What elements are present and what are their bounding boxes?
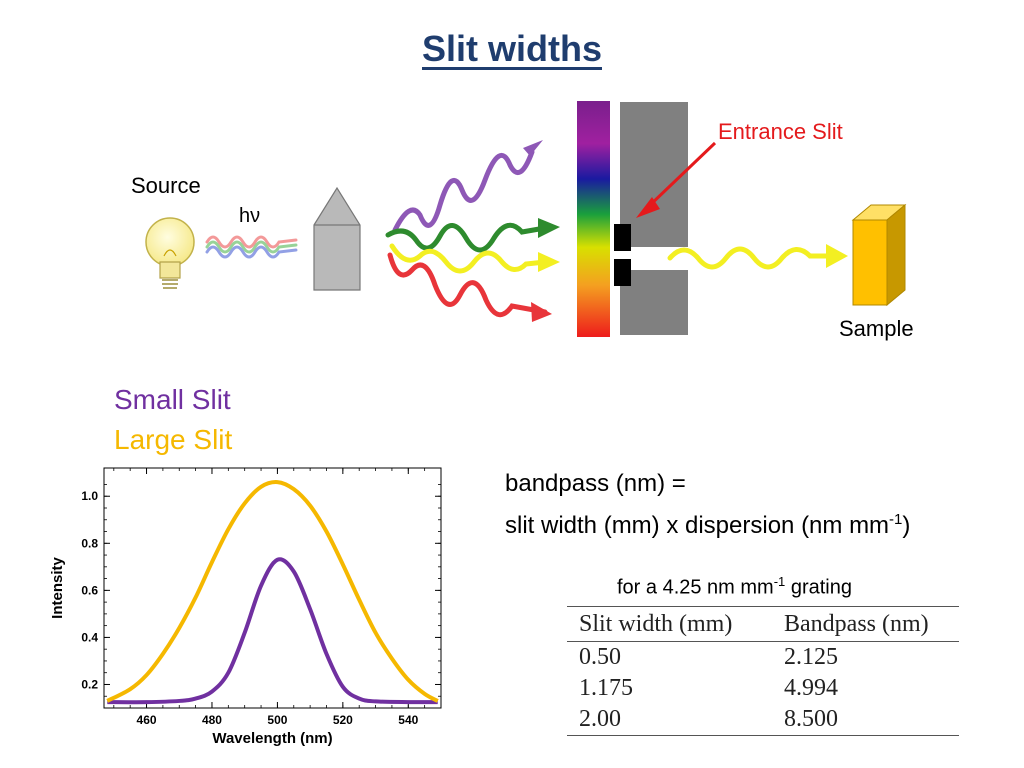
formula-text-b: )	[902, 512, 911, 539]
grating-text-a: for a 4.25 nm mm	[617, 576, 774, 599]
y-axis-label: Intensity	[49, 557, 66, 619]
x-tick-label: 500	[267, 713, 287, 727]
y-tick-label: 0.8	[81, 536, 98, 550]
x-tick-label: 520	[333, 713, 353, 727]
photon-label: hν	[239, 205, 261, 227]
table-row: 1.175 4.994	[567, 673, 959, 704]
grating-caption: for a 4.25 nm mm-1 grating	[617, 574, 852, 600]
header-slit-width: Slit width (mm)	[579, 611, 733, 637]
light-bulb-icon	[145, 217, 195, 289]
x-tick-label: 480	[202, 713, 222, 727]
table-cell: 2.00	[579, 706, 621, 732]
entrance-slit-arrow	[636, 141, 717, 218]
y-tick-label: 0.4	[81, 630, 98, 644]
formula-line-2: slit width (mm) x dispersion (nm mm-1)	[505, 502, 910, 544]
table-cell: 2.125	[784, 644, 838, 670]
y-tick-label: 0.2	[81, 677, 98, 691]
page-title: Slit widths	[422, 28, 602, 69]
monochromator-icon	[313, 186, 361, 291]
source-label: Source	[131, 173, 201, 198]
y-tick-label: 0.6	[81, 583, 98, 597]
table-cell: 8.500	[784, 706, 838, 732]
entrance-slit-label: Entrance Slit	[718, 119, 843, 144]
selected-wave	[667, 246, 835, 270]
formula-superscript: -1	[889, 511, 903, 528]
slit-jaw-top	[614, 224, 631, 251]
table-row: 2.00 8.500	[567, 704, 959, 736]
plot-frame	[103, 467, 442, 709]
grating-text-b: grating	[785, 576, 852, 599]
intensity-chart: 460 480 500 520 540 0.2 0.4 0.6 0.8 1.0 Wavelength…	[49, 467, 442, 747]
table-cell: 1.175	[579, 675, 633, 701]
bandpass-formula: bandpass (nm) = slit width (mm) x disper…	[505, 466, 910, 544]
slit-block-top	[620, 102, 688, 247]
series-line	[106, 480, 439, 703]
slit-diagram	[145, 101, 907, 337]
bandpass-table: Slit width (mm) Bandpass (nm) 0.50 2.125…	[567, 606, 959, 736]
table-cell: 0.50	[579, 644, 621, 670]
dispersed-waves	[385, 149, 548, 318]
formula-line-1: bandpass (nm) =	[505, 470, 686, 497]
header-bandpass: Bandpass (nm)	[784, 611, 929, 637]
x-tick-label: 460	[137, 713, 157, 727]
x-tick-label: 540	[398, 713, 418, 727]
grating-superscript: -1	[773, 574, 786, 589]
slit-block-bottom	[620, 270, 688, 335]
photon-waves	[205, 235, 298, 259]
spectrum-bar	[577, 101, 610, 337]
formula-text-a: slit width (mm) x dispersion (nm mm	[505, 512, 890, 539]
table-row: 0.50 2.125	[567, 642, 959, 673]
legend-large-slit: Large Slit	[114, 424, 233, 455]
table-header-row: Slit width (mm) Bandpass (nm)	[567, 606, 959, 642]
x-axis-label: Wavelength (nm)	[212, 730, 332, 747]
slit-jaw-bottom	[614, 259, 631, 286]
table-cell: 4.994	[784, 675, 838, 701]
sample-cube-icon	[851, 203, 907, 307]
series-line	[107, 557, 438, 705]
y-tick-label: 1.0	[81, 489, 98, 503]
sample-label: Sample	[839, 316, 914, 341]
legend-small-slit: Small Slit	[114, 384, 231, 415]
